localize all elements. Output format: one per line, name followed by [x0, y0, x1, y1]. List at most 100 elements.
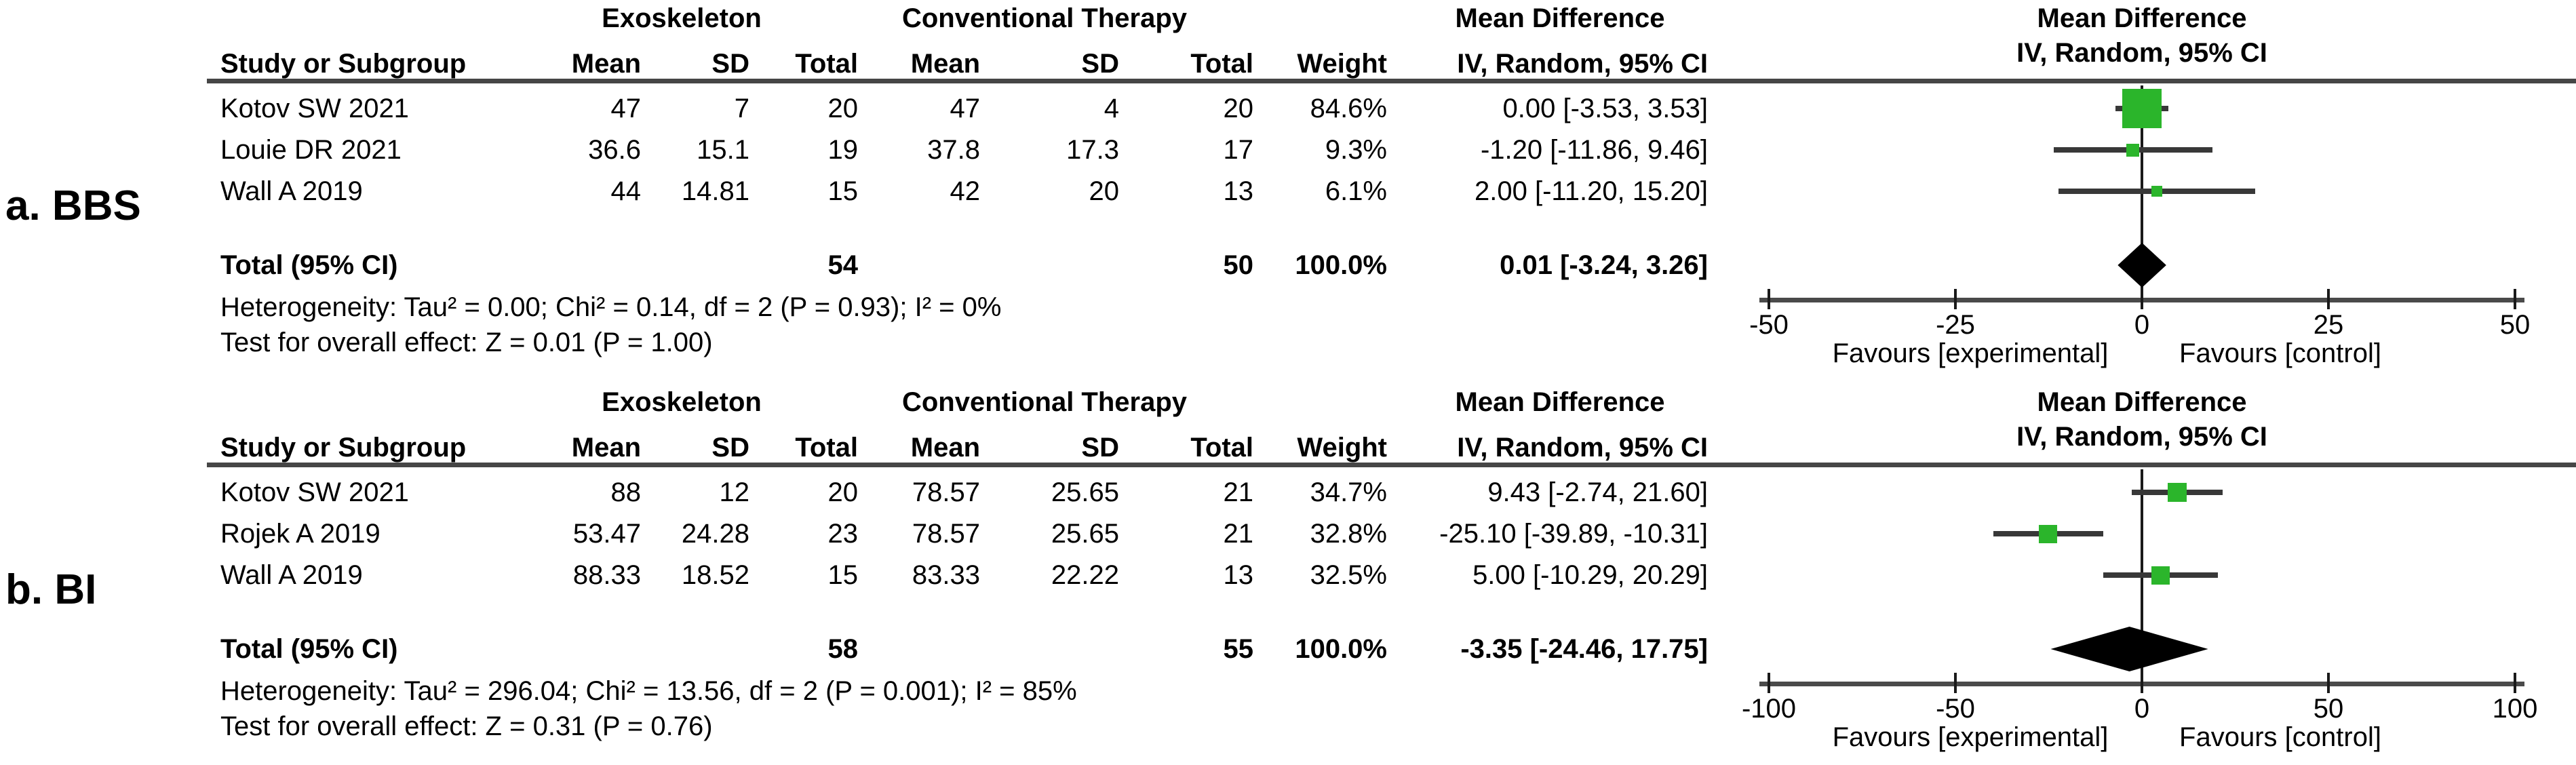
ctl-total-cell: 20 [1223, 94, 1254, 123]
axis-tick-mark [1768, 289, 1770, 309]
column-header-ctl-mean: Mean [910, 433, 980, 463]
study-name: Wall A 2019 [220, 560, 363, 590]
exp-total-cell: 15 [827, 560, 859, 590]
axis-tick-label: -50 [1936, 694, 1975, 724]
plot-header-line1: Mean Difference [2037, 387, 2247, 417]
panel-label: b. BI [5, 566, 97, 613]
column-header-study: Study or Subgroup [220, 433, 467, 463]
plot-header-line2: IV, Random, 95% CI [2016, 422, 2267, 452]
study-name: Rojek A 2019 [220, 519, 380, 549]
experimental-group-header: Exoskeleton [602, 3, 762, 33]
weight-square [2126, 143, 2140, 157]
experimental-group-header: Exoskeleton [602, 387, 762, 417]
control-group-header: Conventional Therapy [901, 387, 1188, 417]
ctl-total-cell: 13 [1223, 560, 1254, 590]
axis-tick-mark [1954, 673, 1957, 693]
ctl-total-cell: 13 [1223, 176, 1254, 206]
header-rule [207, 79, 2576, 83]
control-group-header: Conventional Therapy [901, 3, 1188, 33]
total-ci-text: -3.35 [-24.46, 17.75] [1460, 634, 1708, 664]
ctl-total-cell: 21 [1223, 477, 1254, 507]
axis-tick-mark [2141, 289, 2143, 309]
weight-cell: 34.7% [1310, 477, 1387, 507]
effect-group-header: Mean Difference [1455, 387, 1665, 417]
weight-square [2167, 483, 2187, 502]
column-header-study: Study or Subgroup [220, 49, 467, 79]
overall-effect-text: Test for overall effect: Z = 0.01 (P = 1… [220, 328, 713, 357]
summary-diamond [2050, 627, 2208, 671]
axis-tick-label: 100 [2492, 694, 2538, 724]
panel-bi: b. BI Exoskeleton Conventional Therapy M… [0, 384, 2576, 765]
ctl-sd-cell: 25.65 [1051, 519, 1119, 549]
exp-sd-cell: 18.52 [681, 560, 749, 590]
weight-square [2122, 89, 2162, 128]
ctl-mean-cell: 78.57 [912, 519, 980, 549]
total-label: Total (95% CI) [220, 250, 398, 280]
exp-mean-cell: 44 [610, 176, 642, 206]
overall-effect-text: Test for overall effect: Z = 0.31 (P = 0… [220, 711, 713, 741]
ctl-sd-cell: 17.3 [1066, 135, 1119, 165]
axis-tick-label: 0 [2134, 694, 2150, 724]
total-weight: 100.0% [1295, 634, 1387, 664]
axis-tick-label: -50 [1749, 310, 1789, 340]
study-name: Louie DR 2021 [220, 135, 402, 165]
exp-sd-cell: 14.81 [681, 176, 749, 206]
ci-text-cell: 5.00 [-10.29, 20.29] [1472, 560, 1708, 590]
axis-tick-mark [2141, 673, 2143, 693]
axis-tick-mark [2327, 673, 2330, 693]
weight-cell: 84.6% [1310, 94, 1387, 123]
column-header-ci: IV, Random, 95% CI [1457, 433, 1708, 463]
ctl-sd-cell: 4 [1104, 94, 1119, 123]
column-header-ci: IV, Random, 95% CI [1457, 49, 1708, 79]
exp-total-cell: 15 [827, 176, 859, 206]
exp-mean-cell: 88 [610, 477, 642, 507]
column-header-exp-sd: SD [711, 49, 749, 79]
column-header-exp-total: Total [795, 433, 858, 463]
axis-tick-label: 0 [2134, 310, 2150, 340]
axis-tick-label: 50 [2313, 694, 2344, 724]
ctl-sd-cell: 25.65 [1051, 477, 1119, 507]
total-label: Total (95% CI) [220, 634, 398, 664]
weight-cell: 32.8% [1310, 519, 1387, 549]
header-rule [207, 463, 2576, 467]
exp-mean-cell: 88.33 [572, 560, 641, 590]
axis-tick-mark [2514, 673, 2516, 693]
weight-cell: 6.1% [1325, 176, 1387, 206]
column-header-ctl-total: Total [1190, 49, 1253, 79]
ctl-mean-cell: 47 [950, 94, 981, 123]
exp-total-cell: 20 [827, 94, 859, 123]
ctl-mean-cell: 78.57 [912, 477, 980, 507]
total-ctl-total: 50 [1223, 250, 1254, 280]
ctl-total-cell: 17 [1223, 135, 1254, 165]
plot-header-line1: Mean Difference [2037, 3, 2247, 33]
ci-text-cell: -25.10 [-39.89, -10.31] [1439, 519, 1708, 549]
favours-left-label: Favours [experimental] [1832, 338, 2109, 368]
column-header-exp-sd: SD [711, 433, 749, 463]
ctl-sd-cell: 20 [1089, 176, 1120, 206]
axis-tick-mark [1954, 289, 1957, 309]
column-header-exp-mean: Mean [571, 433, 641, 463]
total-ci-text: 0.01 [-3.24, 3.26] [1500, 250, 1708, 280]
ci-text-cell: 9.43 [-2.74, 21.60] [1487, 477, 1708, 507]
exp-total-cell: 20 [827, 477, 859, 507]
column-header-ctl-mean: Mean [910, 49, 980, 79]
ci-text-cell: 2.00 [-11.20, 15.20] [1475, 176, 1708, 206]
total-exp-total: 58 [827, 634, 859, 664]
exp-sd-cell: 7 [734, 94, 749, 123]
weight-cell: 32.5% [1310, 560, 1387, 590]
ctl-mean-cell: 42 [950, 176, 981, 206]
favours-left-label: Favours [experimental] [1832, 722, 2109, 752]
total-ctl-total: 55 [1223, 634, 1254, 664]
ctl-sd-cell: 22.22 [1051, 560, 1119, 590]
axis-tick-label: -100 [1741, 694, 1797, 724]
ctl-mean-cell: 37.8 [927, 135, 980, 165]
axis-tick-label: -25 [1936, 310, 1975, 340]
column-header-exp-mean: Mean [571, 49, 641, 79]
weight-square [2151, 186, 2162, 197]
panel-label: a. BBS [5, 182, 141, 229]
column-header-weight: Weight [1297, 433, 1387, 463]
summary-diamond [2118, 243, 2166, 288]
weight-cell: 9.3% [1325, 135, 1387, 165]
ci-text-cell: 0.00 [-3.53, 3.53] [1502, 94, 1708, 123]
